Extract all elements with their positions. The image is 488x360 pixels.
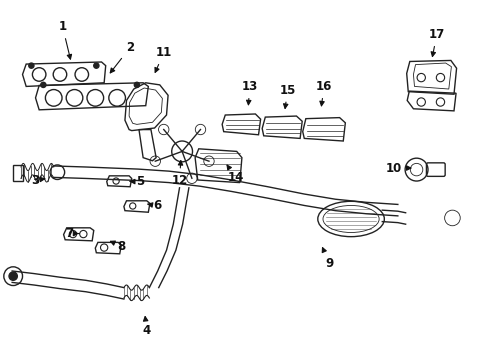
Text: 16: 16 bbox=[315, 80, 331, 106]
Text: 6: 6 bbox=[147, 199, 162, 212]
Text: 11: 11 bbox=[155, 46, 172, 72]
Text: 12: 12 bbox=[171, 161, 187, 186]
Circle shape bbox=[94, 63, 99, 68]
Circle shape bbox=[9, 272, 17, 280]
Text: 4: 4 bbox=[142, 316, 151, 337]
Circle shape bbox=[134, 82, 139, 87]
Text: 2: 2 bbox=[110, 41, 134, 73]
Text: 3: 3 bbox=[31, 174, 45, 186]
Text: 17: 17 bbox=[428, 28, 444, 57]
Text: 10: 10 bbox=[385, 162, 410, 175]
Text: 7: 7 bbox=[65, 227, 79, 240]
Text: 5: 5 bbox=[130, 175, 144, 188]
Text: 14: 14 bbox=[226, 165, 244, 184]
Circle shape bbox=[41, 82, 46, 87]
Text: 13: 13 bbox=[241, 80, 257, 105]
Circle shape bbox=[29, 63, 34, 68]
Text: 9: 9 bbox=[322, 248, 333, 270]
Bar bbox=[13, 165, 22, 180]
Text: 15: 15 bbox=[279, 84, 295, 108]
Text: 8: 8 bbox=[110, 239, 125, 252]
Text: 1: 1 bbox=[59, 20, 71, 59]
